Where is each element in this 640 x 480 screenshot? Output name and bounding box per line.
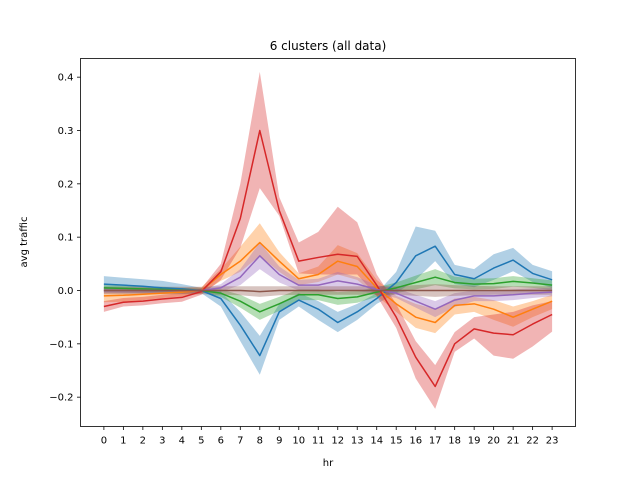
y-tick-label: 0.0 bbox=[58, 286, 74, 297]
series-line-1 bbox=[103, 241, 553, 324]
x-tick-label: 18 bbox=[448, 436, 461, 447]
chart-title: 6 clusters (all data) bbox=[270, 39, 387, 53]
y-tick-label: 0.1 bbox=[58, 233, 74, 244]
y-axis: −0.2 −0.1 0.0 0.1 0.2 0.3 0.4 bbox=[49, 73, 81, 404]
x-tick-label: 9 bbox=[276, 436, 282, 447]
x-tick-label: 20 bbox=[487, 436, 500, 447]
y-tick-label: 0.2 bbox=[58, 179, 74, 190]
x-tick-label: 17 bbox=[429, 436, 442, 447]
band-3 bbox=[103, 71, 553, 409]
x-tick-label: 8 bbox=[257, 436, 263, 447]
x-tick-label: 16 bbox=[409, 436, 422, 447]
x-tick-label: 7 bbox=[237, 436, 243, 447]
series-points-0 bbox=[103, 246, 553, 356]
y-tick-label: 0.3 bbox=[58, 126, 74, 137]
x-tick-label: 10 bbox=[292, 436, 305, 447]
x-tick-label: 19 bbox=[468, 436, 481, 447]
x-tick-label: 21 bbox=[507, 436, 520, 447]
plot-frame bbox=[80, 58, 576, 427]
band-4 bbox=[103, 242, 553, 318]
series-line-0 bbox=[103, 245, 553, 357]
x-tick-label: 15 bbox=[390, 436, 403, 447]
series-points-2 bbox=[103, 277, 553, 312]
x-tick-label: 1 bbox=[120, 436, 126, 447]
x-tick-label: 3 bbox=[159, 436, 165, 447]
x-tick-label: 0 bbox=[101, 436, 107, 447]
y-tick-label: −0.1 bbox=[49, 339, 73, 350]
series-lines bbox=[103, 129, 553, 388]
band-2 bbox=[103, 269, 553, 320]
y-axis-label: avg traffic bbox=[19, 217, 30, 268]
series-points-3 bbox=[103, 130, 553, 387]
series-line-5 bbox=[103, 289, 553, 293]
band-1 bbox=[103, 223, 553, 334]
band-0 bbox=[103, 226, 553, 375]
series-line-3 bbox=[103, 129, 553, 388]
x-tick-label: 13 bbox=[351, 436, 364, 447]
x-tick-label: 6 bbox=[218, 436, 224, 447]
x-tick-label: 11 bbox=[312, 436, 325, 447]
x-tick-label: 12 bbox=[331, 436, 344, 447]
x-tick-label: 2 bbox=[140, 436, 146, 447]
series-points-5 bbox=[103, 290, 553, 292]
x-tick-label: 4 bbox=[179, 436, 185, 447]
x-axis-label: hr bbox=[323, 458, 334, 469]
y-tick-label: 0.4 bbox=[58, 73, 74, 84]
x-tick-label: 23 bbox=[546, 436, 559, 447]
series-points-1 bbox=[103, 242, 553, 323]
x-tick-label: 14 bbox=[370, 436, 383, 447]
x-axis: 0 1 2 3 4 5 6 7 8 9 10 11 12 13 14 15 16 17 18 19 20 21 22 23 bbox=[101, 426, 559, 447]
x-tick-label: 5 bbox=[198, 436, 204, 447]
y-tick-label: −0.2 bbox=[49, 393, 73, 404]
x-tick-label: 22 bbox=[526, 436, 539, 447]
